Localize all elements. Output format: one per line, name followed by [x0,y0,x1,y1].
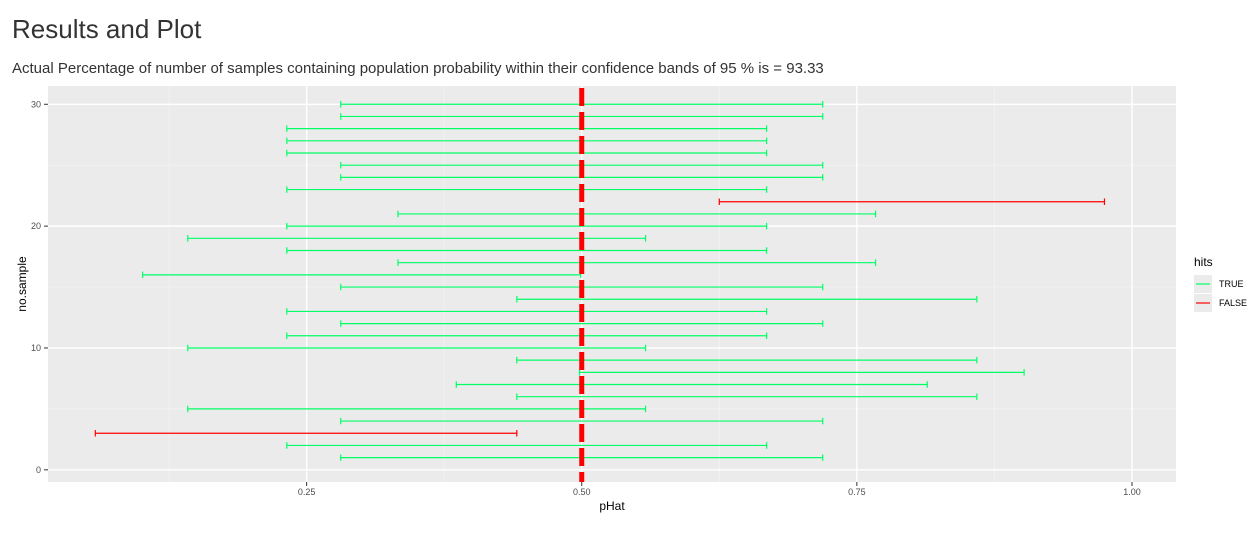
legend-title: hits [1194,255,1213,269]
y-axis-title: no.sample [15,256,29,312]
legend-item-true: TRUE [1194,275,1244,293]
legend: hits TRUE FALSE [1194,255,1247,312]
y-tick-label: 10 [31,343,41,353]
y-tick-label: 30 [31,99,41,109]
legend-item-false: FALSE [1194,294,1247,312]
x-axis-title: pHat [599,499,625,513]
y-tick-label: 0 [36,465,41,475]
x-tick-label: 0.25 [298,487,316,497]
legend-label: FALSE [1219,298,1247,308]
y-axis: 0 10 20 30 [31,99,48,475]
x-tick-label: 0.50 [573,487,591,497]
x-tick-label: 1.00 [1123,487,1141,497]
legend-label: TRUE [1219,279,1244,289]
plot-panel [48,86,1176,482]
y-tick-label: 20 [31,221,41,231]
x-tick-label: 0.75 [848,487,866,497]
x-axis: 0.25 0.50 0.75 1.00 [298,482,1141,497]
